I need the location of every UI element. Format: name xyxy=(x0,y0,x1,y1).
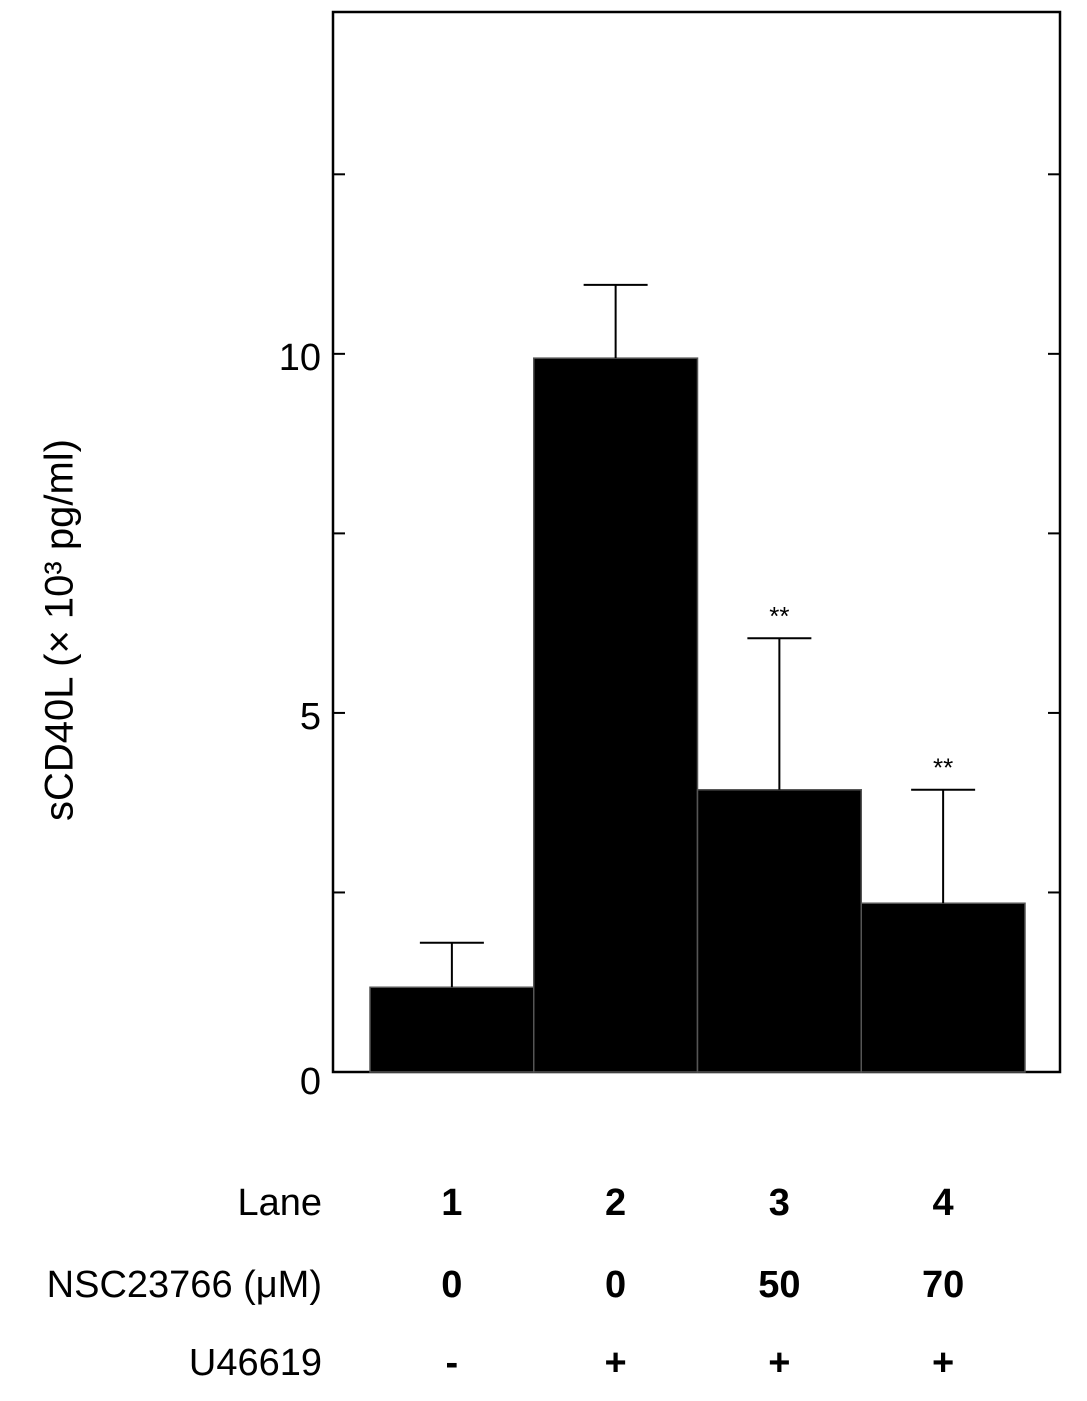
x-tick-label: 1 xyxy=(441,1182,462,1224)
condition-value: - xyxy=(446,1342,459,1384)
row-label: Lane xyxy=(237,1182,322,1224)
condition-value: 50 xyxy=(758,1264,800,1306)
condition-value: + xyxy=(932,1342,954,1384)
bar xyxy=(533,357,699,1073)
significance: ** xyxy=(933,753,953,783)
condition-value: + xyxy=(605,1342,627,1384)
y-tick-label: 0 xyxy=(300,1061,321,1103)
condition-value: + xyxy=(768,1342,790,1384)
condition-value: 70 xyxy=(922,1264,964,1306)
significance: ** xyxy=(769,601,789,631)
row-label: NSC23766 (μM) xyxy=(47,1264,322,1306)
y-tick-label: 10 xyxy=(279,337,321,379)
bar xyxy=(696,789,862,1073)
x-tick-label: 3 xyxy=(769,1182,790,1224)
x-tick-label: 4 xyxy=(933,1182,954,1224)
row-label: U46619 xyxy=(189,1342,322,1384)
y-tick-label: 5 xyxy=(300,696,321,738)
condition-value: 0 xyxy=(441,1264,462,1306)
y-axis-label: sCD40L (× 10³ pg/ml) xyxy=(38,439,82,821)
x-tick-label: 2 xyxy=(605,1182,626,1224)
condition-value: 0 xyxy=(605,1264,626,1306)
bar xyxy=(369,986,535,1073)
bar xyxy=(860,902,1026,1073)
